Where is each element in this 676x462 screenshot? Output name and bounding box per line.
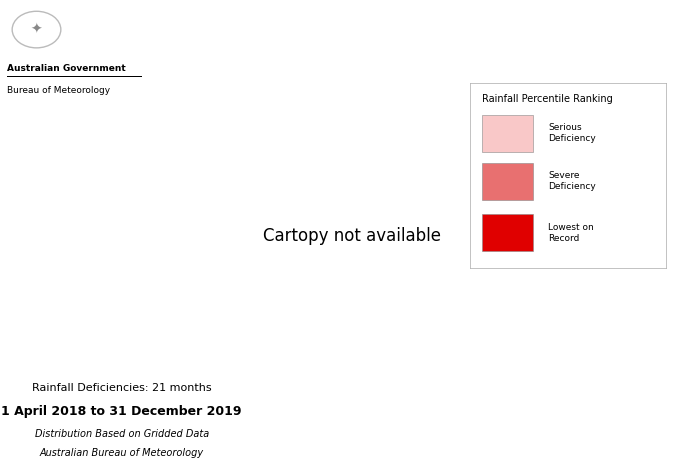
Text: Distribution Based on Gridded Data: Distribution Based on Gridded Data: [34, 429, 209, 439]
Text: Rainfall Percentile Ranking: Rainfall Percentile Ranking: [481, 94, 612, 104]
Text: Australian Bureau of Meteorology: Australian Bureau of Meteorology: [40, 448, 203, 458]
Text: Australian Government: Australian Government: [7, 64, 126, 73]
Bar: [481, 214, 533, 251]
Text: Lowest on
Record: Lowest on Record: [548, 223, 594, 243]
Bar: [481, 163, 533, 200]
Bar: [7, 76, 142, 77]
Bar: [481, 115, 533, 152]
Text: Cartopy not available: Cartopy not available: [262, 227, 441, 244]
Text: Serious
Deficiency: Serious Deficiency: [548, 123, 596, 143]
Text: Bureau of Meteorology: Bureau of Meteorology: [7, 86, 110, 95]
Text: 1 April 2018 to 31 December 2019: 1 April 2018 to 31 December 2019: [1, 405, 242, 418]
Text: Severe
Deficiency: Severe Deficiency: [548, 171, 596, 191]
Text: ✦: ✦: [30, 23, 43, 36]
Text: Rainfall Deficiencies: 21 months: Rainfall Deficiencies: 21 months: [32, 383, 212, 393]
